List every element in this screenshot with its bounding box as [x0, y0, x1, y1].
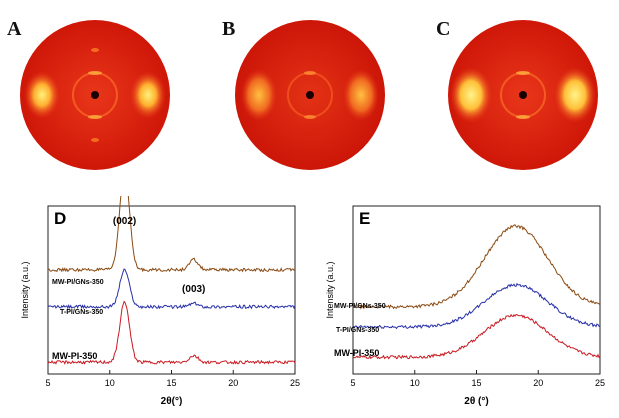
- series-line: [352, 282, 601, 330]
- x-tick-label: 20: [533, 378, 543, 388]
- peak-annotation: (002): [113, 216, 136, 227]
- series-line: [352, 313, 601, 360]
- x-tick-label: 10: [410, 378, 420, 388]
- x-tick-label: 10: [105, 378, 115, 388]
- series-line: [47, 268, 296, 310]
- x-tick-label: 5: [350, 378, 355, 388]
- y-axis-label: Intensity (a.u.): [325, 261, 335, 318]
- diffraction-pattern-c: [448, 20, 598, 175]
- xrd-chart-e: E 5 10 15 20 25 2θ (°) Intensity (a.u.) MW-PI/GN…: [305, 196, 615, 418]
- series-line: [352, 224, 601, 310]
- series-label: MW-PI-350: [52, 351, 97, 361]
- x-axis-label: 2θ (°): [464, 396, 488, 407]
- x-tick-label: 20: [228, 378, 238, 388]
- panel-label: E: [359, 209, 370, 228]
- diffraction-pattern-a: [20, 20, 170, 175]
- panel-label-a: A: [7, 18, 22, 40]
- plot-frame: [47, 205, 296, 375]
- series-line: [47, 166, 296, 273]
- x-axis-label: 2θ(°): [161, 396, 183, 407]
- series-label: T-PI/GNs-350: [60, 309, 103, 316]
- series-label: MW-PI-350: [334, 348, 379, 358]
- panel-label-b: B: [222, 18, 236, 40]
- series-line: [47, 300, 296, 365]
- series-label: T-PI/GNs-350: [336, 327, 379, 334]
- x-tick-label: 15: [166, 378, 176, 388]
- series-label: MW-PI/GNs-350: [334, 303, 386, 310]
- plot-frame: [352, 205, 601, 375]
- panel-label-c: C: [436, 18, 451, 40]
- x-tick-label: 5: [45, 378, 50, 388]
- peak-annotation: (003): [182, 284, 205, 295]
- x-tick-label: 15: [471, 378, 481, 388]
- xrd-chart-d: D 5 10 15 20 25 2θ(°) Intensity (a.u.) MW-PI/GNs…: [0, 166, 310, 418]
- x-tick-label: 25: [595, 378, 605, 388]
- series-label: MW-PI/GNs-350: [52, 279, 104, 286]
- diffraction-pattern-b: [235, 20, 385, 175]
- y-axis-label: Intensity (a.u.): [20, 261, 30, 318]
- x-tick-label: 25: [290, 378, 300, 388]
- panel-label: D: [54, 209, 66, 228]
